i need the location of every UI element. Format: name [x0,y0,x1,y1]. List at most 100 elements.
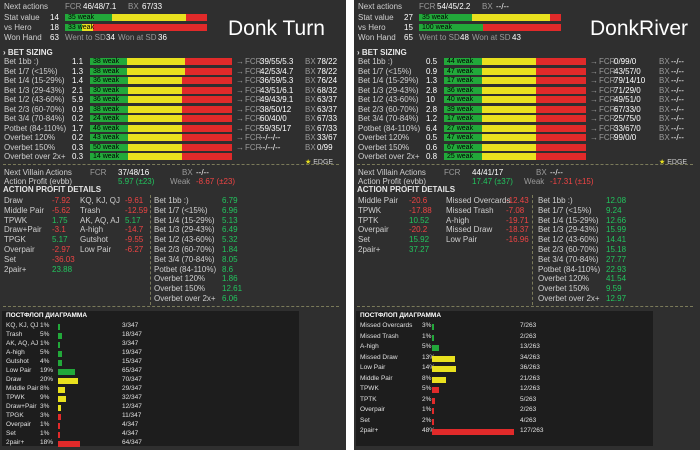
bar-label: 17 weak [447,115,474,122]
bar-segment-red [93,24,207,31]
postflop-percent: 9% [40,394,50,401]
bar-segment-red [182,143,232,151]
fcr-value: 67/33/0 [614,104,641,114]
stat-label: vs Hero [4,23,32,32]
chevron-icon: › [3,48,8,57]
strength-bar: 67 weak [444,143,586,151]
bar-segment-red [536,96,586,103]
postflop-count: 15/347 [122,358,142,365]
bar-segment-red [182,124,232,132]
postflop-row: Draw+Pair 3% 12/347 [6,403,296,412]
detail-hand-value: -12.43 [506,196,529,205]
strength-bar: 47 weak [444,67,586,75]
postflop-hand-label: 2pair+ [6,439,25,446]
detail-hand-value: 5.17 [52,235,68,245]
won-hand-label: Won Hand [358,33,396,42]
postflop-row: Low Pair 14% 36/263 [360,364,650,373]
postflop-row: KQ, KJ, QJ 1% 3/347 [6,322,296,331]
detail-hand-label: Overpair [4,245,35,254]
bx-label: BX [305,114,316,123]
bar-segment-red [182,77,232,84]
postflop-count: 13/263 [520,343,540,350]
bar-segment-yellow [126,67,186,75]
postflop-row: Low Pair 19% 65/347 [6,367,296,376]
bar-segment-green [444,124,483,132]
fcr-label: FCR [245,114,262,123]
bx-label: BX [305,123,316,133]
detail-bet-value: 9.24 [606,205,622,215]
panel-title: Donk Turn [228,17,325,40]
detail-bet-label: Potbet (84-110%) [154,264,217,274]
bar-segment-green [444,134,483,141]
detail-hand-label: Middle Pair [4,205,45,215]
detail-hand-label: Missed Trash [446,205,494,215]
postflop-hand-label: KQ, KJ, QJ [6,322,39,329]
postflop-count: 32/347 [122,394,142,401]
arrow-icon: → [236,85,244,95]
postflop-percent: 13% [422,353,436,361]
postflop-hand-label: Trash [6,331,23,338]
bet-sizing-header: › BET SIZING [3,48,53,57]
detail-bet-value: 8.6 [222,264,234,274]
bet-label: Bet 1/4 (15-29%) [358,76,419,85]
postflop-count: 64/347 [122,439,142,446]
bar-segment-yellow [128,124,183,132]
bar-segment-yellow [111,14,186,21]
postflop-hand-label: 2pair+ [360,427,379,434]
fcr-label: FCR [245,123,262,133]
bx-value: 63/37 [317,104,338,114]
bar-segment-green [90,86,129,94]
weak-label: Weak [170,177,191,186]
bet-frequency: 1.3 [426,76,438,85]
detail-bet-value: 6.49 [222,225,238,235]
arrow-icon: → [236,142,244,152]
edge-separator [357,164,693,165]
bar-segment-yellow [482,58,537,65]
bar-segment-yellow [82,24,94,31]
postflop-row: TPTK 2% 5/263 [360,396,650,405]
postflop-row: AK, AQ, AJ 1% 3/347 [6,340,296,349]
bet-label: Bet 1/2 (43-60%) [358,95,419,104]
postflop-percent: 14% [422,364,436,371]
strength-bar: 44 weak [444,58,586,65]
stat-label: Stat value [4,13,40,22]
postflop-percent: 5% [40,349,50,356]
bx-label: BX [305,104,316,114]
fcr-value: 38/50/12 [260,104,292,114]
detail-hand-label: Draw [4,196,23,205]
detail-bet-label: Bet 1bb :) [538,196,573,205]
bet-size-row: Bet 1/7 (<15%) 1.3 38 weak → FCR 42/53/4.7 BX 7… [0,66,346,77]
bet-frequency: 2.8 [426,104,438,114]
postflop-hand-label: Middle Pair [360,374,393,382]
detail-bet-label: Overbet 150% [538,284,590,294]
edge-separator [3,164,339,165]
bar-label: 27 weak [447,124,474,132]
postflop-percent: 5% [40,331,50,338]
bet-label: Bet 1/7 (<15%) [4,66,58,76]
postflop-percent: 20% [40,376,54,383]
detail-hand-label: A-high [80,225,104,235]
bet-label: Bet 2/3 (60-70%) [4,104,65,114]
bar-segment-yellow [128,153,183,160]
next-villain-label: Next Villain Actions [4,168,72,177]
postflop-row: TPWK 9% 32/347 [6,394,296,403]
fcr-label: FCR [245,95,262,104]
bar-label: 24 weak [93,115,120,122]
bar-label: 36 weak [93,96,120,103]
bx-label: BX [659,114,670,123]
bar-segment-yellow [482,153,537,160]
bar-segment-yellow [471,14,550,21]
fcr-value: 60/40/0 [260,114,287,123]
bar-label: 33 weak [68,24,95,31]
postflop-percent: 3% [40,403,50,410]
postflop-count: 29/347 [122,385,142,392]
postflop-percent: 4% [40,358,50,365]
strength-bar: 17 weak [444,77,586,84]
postflop-row: Trash 5% 18/347 [6,331,296,340]
stat-value: 27 [404,13,413,22]
bar-segment-green [419,24,483,31]
bar-segment-yellow [128,134,183,141]
postflop-row: TPWK 5% 12/263 [360,385,650,394]
bx-value: --/-- [550,168,563,177]
bet-label: Bet 1bb :) [358,57,393,66]
